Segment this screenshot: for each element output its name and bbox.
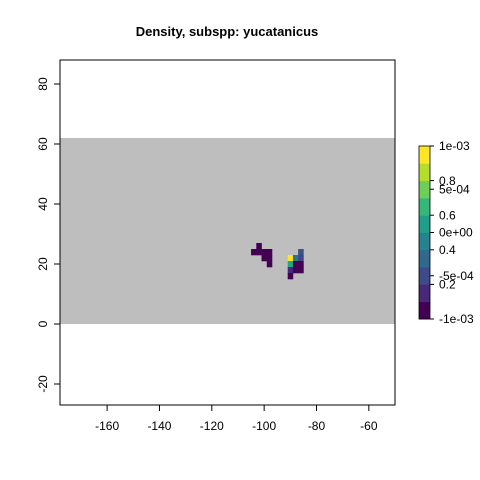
plot-area (60, 138, 395, 324)
heatmap-cell-5 (266, 255, 273, 262)
heatmap-cell-10 (298, 255, 304, 262)
x-tick-label: -100 (252, 419, 276, 433)
colorbar-swatch-4 (419, 232, 430, 251)
y-tick-label: 40 (36, 197, 50, 211)
colorbar-legend: 0.2 0.4 0.6 0.8 1 -1e-03 -5e-04 0e+00 5e-04 1e-03 (418, 139, 474, 326)
y-axis: -20 0 20 40 60 80 (36, 77, 61, 393)
colorbar-label: 0.2 (439, 278, 456, 292)
colorbar-swatch-3 (419, 249, 430, 268)
x-tick-label: -80 (308, 419, 326, 433)
colorbar-swatch-1 (419, 284, 430, 303)
colorbar-swatch-8 (419, 163, 430, 181)
heatmap-cell-18 (287, 273, 294, 280)
heatmap-cell-0 (251, 249, 257, 256)
heatmap-cell-7 (266, 261, 273, 268)
y-tick-label: 60 (36, 137, 50, 151)
colorbar-label: -1e-03 (439, 312, 474, 326)
heatmap-cell-17 (298, 267, 304, 274)
colorbar-label: 0.6 (439, 208, 456, 222)
heatmap-cell-8 (287, 255, 294, 262)
x-tick-label: -140 (147, 419, 171, 433)
heatmap-cell-3 (256, 243, 262, 250)
heatmap-cell-12 (287, 261, 294, 268)
y-tick-label: 20 (36, 257, 50, 271)
heatmap-cell-2 (261, 249, 268, 256)
colorbar-swatch-2 (419, 267, 430, 285)
x-axis: -160 -140 -120 -100 -80 -60 (95, 404, 378, 433)
y-tick-label: 80 (36, 77, 50, 91)
heatmap-cell-14 (298, 261, 304, 268)
plot-frame (59, 59, 396, 406)
colorbar-label: 1 (439, 139, 446, 153)
heatmap-cell-1 (256, 249, 262, 256)
chart-title: Density, subspp: yucatanicus (136, 24, 319, 39)
heatmap-cell-9 (292, 255, 299, 262)
heatmap-cell-15 (287, 267, 294, 274)
colorbar-label: 5e-04 (439, 182, 470, 196)
colorbar-swatch-6 (419, 197, 430, 216)
heatmap-cell-11 (298, 249, 304, 256)
heatmap-cell-13 (292, 261, 299, 268)
y-tick-label: 0 (36, 320, 50, 327)
colorbar-swatch-0 (419, 301, 430, 320)
colorbar-label: 0e+00 (439, 226, 473, 240)
x-tick-label: -120 (200, 419, 224, 433)
background-band (60, 138, 395, 324)
colorbar-swatch-9 (419, 146, 430, 164)
colorbar-label: 0.4 (439, 243, 456, 257)
colorbar-label: -5e-04 (439, 269, 474, 283)
colorbar-label: 1e-03 (439, 139, 470, 153)
x-tick-label: -160 (95, 419, 119, 433)
y-tick-label: -20 (36, 375, 50, 393)
heatmap-cell-6 (266, 249, 273, 256)
heatmap-cell-16 (292, 267, 299, 274)
colorbar-label: 0.8 (439, 174, 456, 188)
colorbar-swatch-7 (419, 180, 430, 199)
colorbar-swatch-5 (419, 215, 430, 233)
heatmap-cell-4 (261, 255, 268, 262)
x-tick-label: -60 (360, 419, 378, 433)
